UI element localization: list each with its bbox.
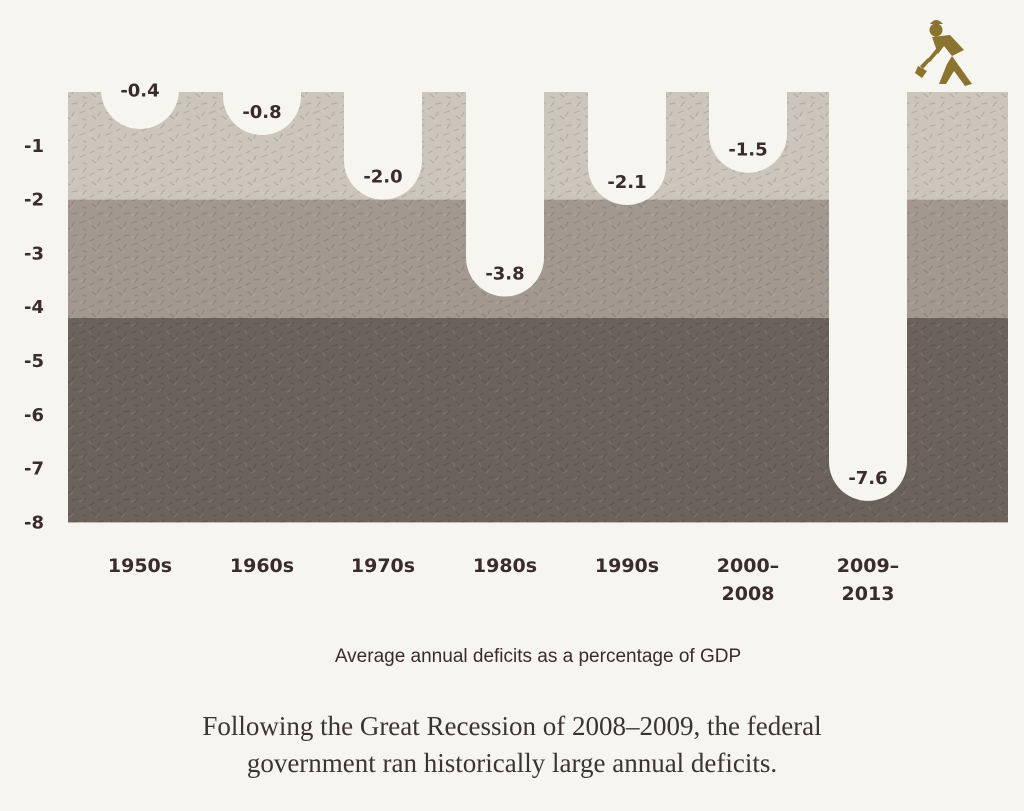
- value-label: -1.5: [728, 140, 767, 161]
- y-tick-label: -6: [24, 405, 44, 426]
- y-tick-label: -5: [24, 351, 44, 372]
- value-label: -7.6: [848, 468, 887, 489]
- x-category-label: 2009–: [837, 555, 899, 577]
- x-category-label: 2013: [842, 583, 895, 605]
- y-tick-label: -4: [24, 297, 44, 318]
- x-category-label: 2008: [722, 583, 775, 605]
- deficit-holes: [101, 90, 907, 501]
- value-label: -0.4: [120, 81, 159, 102]
- x-category-label: 1960s: [230, 555, 294, 577]
- y-tick-label: -7: [24, 459, 44, 480]
- value-label: -0.8: [242, 102, 281, 123]
- deficit-bar--2.1: [588, 90, 666, 205]
- x-axis-title: Average annual deficits as a percentage …: [335, 646, 741, 667]
- y-tick-label: -1: [24, 136, 44, 157]
- value-label: -2.0: [363, 167, 402, 188]
- y-axis-ticks: -1 -2 -3 -4 -5 -6 -7 -8: [24, 136, 44, 534]
- caption: Following the Great Recession of 2008–20…: [0, 708, 1024, 782]
- digger-with-shovel-icon: [915, 20, 972, 86]
- x-category-label: 1950s: [108, 555, 172, 577]
- x-category-label: 1980s: [473, 555, 537, 577]
- deficit-bar--3.8: [466, 90, 544, 297]
- deficit-bar--2.0: [344, 90, 422, 200]
- deficit-bar--7.6: [829, 90, 907, 501]
- deficit-bar--0.4: [101, 90, 179, 129]
- y-tick-label: -3: [24, 243, 44, 264]
- caption-line-2: government ran historically large annual…: [246, 748, 778, 778]
- deficit-bar--0.8: [223, 90, 301, 136]
- x-category-label: 1990s: [595, 555, 659, 577]
- x-axis-labels: 1950s 1960s 1970s 1980s 1990s 2000– 2008 2009– 2…: [108, 555, 899, 605]
- value-labels: -0.4 -0.8 -2.0 -3.8 -2.1 -1.5 -7.6: [120, 81, 887, 489]
- x-category-label: 2000–: [717, 555, 779, 577]
- value-label: -2.1: [607, 172, 646, 193]
- y-tick-label: -2: [24, 190, 44, 211]
- x-category-label: 1970s: [351, 555, 415, 577]
- deficit-bar--1.5: [709, 90, 787, 173]
- caption-line-1: Following the Great Recession of 2008–20…: [202, 711, 822, 741]
- y-tick-label: -8: [24, 512, 44, 533]
- value-label: -3.8: [485, 263, 524, 284]
